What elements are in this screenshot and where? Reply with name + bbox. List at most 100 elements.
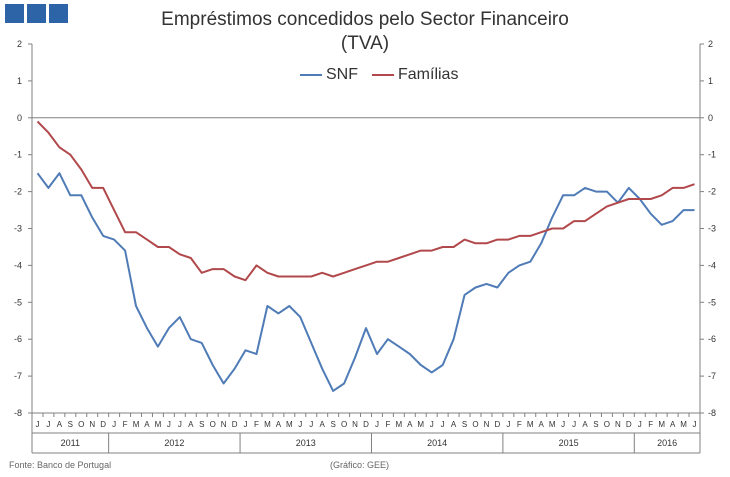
month-label: M [527,420,534,429]
month-label: O [210,420,216,429]
y-tick-label-left: -6 [14,334,22,344]
y-tick-label-right: -2 [708,187,716,197]
month-label: A [188,420,194,429]
y-tick-label-right: -3 [708,224,716,234]
logo-square-3 [49,4,68,23]
legend-label-snf: SNF [326,66,358,83]
chart-subtitle: (TVA) [340,33,390,54]
logo-square-1 [5,4,24,23]
legend-item-familias: Famílias [372,66,458,84]
month-label: J [112,420,116,429]
month-label: D [100,420,106,429]
legend-item-snf: SNF [300,66,358,84]
year-label: 2011 [61,438,80,448]
month-label: A [582,420,588,429]
month-label: J [572,420,576,429]
month-label: M [417,420,424,429]
month-label: N [352,420,358,429]
month-label: N [615,420,621,429]
month-label: S [462,420,467,429]
month-label: A [276,420,282,429]
month-label: M [286,420,293,429]
chart-legend: SNF Famílias [300,66,472,84]
month-label: J [506,420,510,429]
month-label: A [320,420,326,429]
year-label: 2015 [559,438,579,448]
y-tick-label-left: -3 [14,224,22,234]
y-tick-label-left: -1 [14,150,22,160]
y-tick-label-right: -8 [708,408,716,418]
month-label: A [451,420,457,429]
y-tick-label-left: 0 [17,113,22,123]
month-label: M [264,420,271,429]
month-label: J [375,420,379,429]
month-label: M [549,420,556,429]
y-tick-label-left: -8 [14,408,22,418]
month-label: A [670,420,676,429]
month-label: J [35,420,39,429]
month-label: F [385,420,390,429]
month-label: A [144,420,150,429]
y-tick-label-right: -1 [708,150,716,160]
source-note: Fonte: Banco de Portugal [9,460,112,470]
y-tick-label-right: -5 [708,297,716,307]
month-label: M [680,420,687,429]
year-label: 2014 [427,438,447,448]
y-tick-label-right: -6 [708,334,716,344]
series-line-familias [36,120,695,282]
y-tick-label-right: -7 [708,371,716,381]
month-label: N [221,420,227,429]
y-tick-label-left: -2 [14,187,22,197]
y-tick-label-left: -5 [14,297,22,307]
y-tick-label-left: 1 [17,76,22,86]
month-label: D [495,420,501,429]
series-line-snf [36,172,695,392]
month-label: J [638,420,642,429]
credit-note: (Gráfico: GEE) [330,460,390,470]
chart-title: Empréstimos concedidos pelo Sector Finan… [161,9,569,30]
month-label: J [430,420,434,429]
year-label: 2013 [296,438,316,448]
month-label: O [604,420,610,429]
month-label: S [593,420,598,429]
month-label: M [396,420,403,429]
legend-swatch-familias [372,74,394,76]
y-tick-label-right: 2 [708,39,713,49]
legend-swatch-snf [300,74,322,76]
month-label: O [341,420,347,429]
month-label: A [57,420,63,429]
month-label: N [484,420,490,429]
month-label: S [199,420,204,429]
month-label: D [363,420,369,429]
month-label: J [561,420,565,429]
year-label: 2016 [657,438,677,448]
y-tick-label-left: 2 [17,39,22,49]
month-label: O [472,420,478,429]
month-label: J [178,420,182,429]
month-label: M [658,420,665,429]
month-label: J [167,420,171,429]
month-label: J [441,420,445,429]
month-label: A [407,420,413,429]
month-label: J [309,420,313,429]
month-label: D [232,420,238,429]
logo-square-2 [27,4,46,23]
month-label: F [254,420,259,429]
month-label: F [123,420,128,429]
y-tick-label-right: 1 [708,76,713,86]
month-label: A [539,420,545,429]
y-tick-label-left: -7 [14,371,22,381]
month-label: J [298,420,302,429]
month-label: M [155,420,162,429]
y-tick-label-right: -4 [708,260,716,270]
month-label: F [517,420,522,429]
month-label: J [244,420,248,429]
month-label: F [648,420,653,429]
year-label: 2012 [164,438,184,448]
month-label: N [89,420,95,429]
month-label: M [133,420,140,429]
month-label: S [68,420,73,429]
y-tick-label-left: -4 [14,260,22,270]
legend-label-familias: Famílias [398,66,459,83]
